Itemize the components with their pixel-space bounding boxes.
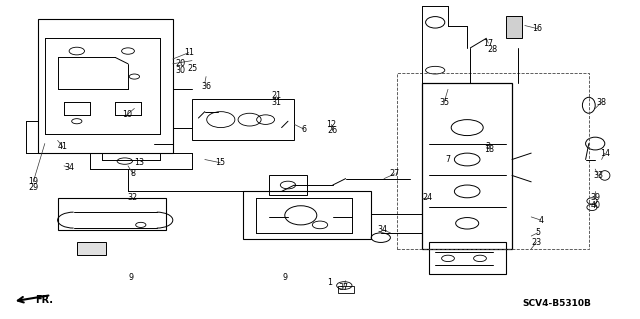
Text: 31: 31 xyxy=(271,98,282,107)
Text: 24: 24 xyxy=(422,193,433,202)
Text: 19: 19 xyxy=(28,177,38,186)
Text: 23: 23 xyxy=(531,238,541,247)
Text: 9: 9 xyxy=(129,273,134,282)
Bar xyxy=(338,286,354,293)
Text: 37: 37 xyxy=(339,283,349,292)
Text: 13: 13 xyxy=(134,158,145,167)
Text: 26: 26 xyxy=(328,126,338,135)
Text: 21: 21 xyxy=(271,91,282,100)
Text: 12: 12 xyxy=(326,120,337,129)
Text: 4: 4 xyxy=(538,216,543,225)
Text: 3: 3 xyxy=(485,142,490,151)
Text: 39: 39 xyxy=(590,193,600,202)
Text: 35: 35 xyxy=(439,98,449,107)
Text: 14: 14 xyxy=(600,149,610,158)
Text: 7: 7 xyxy=(445,155,451,164)
Bar xyxy=(38,19,173,153)
Text: 8: 8 xyxy=(131,169,136,178)
Text: 11: 11 xyxy=(184,48,194,57)
Text: 33: 33 xyxy=(593,171,604,180)
Text: 29: 29 xyxy=(28,183,38,192)
Bar xyxy=(397,73,589,249)
Bar xyxy=(506,16,522,38)
Text: 6: 6 xyxy=(301,125,307,134)
Text: 38: 38 xyxy=(596,98,607,107)
Text: 20: 20 xyxy=(175,59,186,68)
Bar xyxy=(192,99,294,140)
Text: 16: 16 xyxy=(532,24,543,33)
Bar xyxy=(269,175,307,195)
Text: 36: 36 xyxy=(201,82,211,91)
Text: SCV4-B5310B: SCV4-B5310B xyxy=(522,299,591,308)
Text: 34: 34 xyxy=(64,163,74,172)
Text: 41: 41 xyxy=(58,142,68,151)
Text: 28: 28 xyxy=(487,45,497,54)
Text: 9: 9 xyxy=(282,273,287,282)
Text: 40: 40 xyxy=(590,201,600,210)
Text: 30: 30 xyxy=(175,66,186,75)
Text: 17: 17 xyxy=(483,39,493,48)
Bar xyxy=(77,242,106,255)
Text: 32: 32 xyxy=(127,193,138,202)
Text: 34: 34 xyxy=(378,225,388,234)
Text: 27: 27 xyxy=(390,169,400,178)
Text: 5: 5 xyxy=(535,228,540,237)
Bar xyxy=(58,198,166,230)
Text: 10: 10 xyxy=(122,110,132,119)
Bar xyxy=(422,83,512,249)
Text: 25: 25 xyxy=(187,64,197,73)
Text: FR.: FR. xyxy=(35,295,53,305)
Text: 18: 18 xyxy=(484,145,495,154)
Text: 15: 15 xyxy=(215,158,225,167)
Bar xyxy=(429,242,506,274)
Bar xyxy=(243,191,371,239)
Text: 1: 1 xyxy=(327,278,332,287)
